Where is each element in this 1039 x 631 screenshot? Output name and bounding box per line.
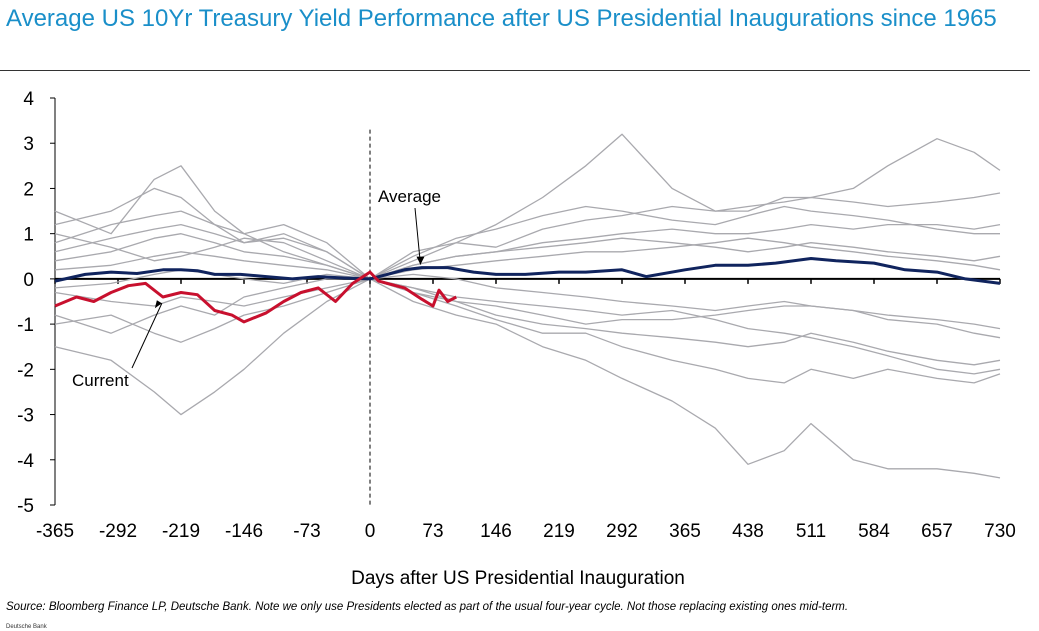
x-tick-label: -73 xyxy=(293,521,320,542)
x-tick-label: 0 xyxy=(365,521,376,542)
footer-brand: Deutsche Bank xyxy=(6,624,47,630)
chart-title: Average US 10Yr Treasury Yield Performan… xyxy=(6,5,997,32)
y-tick-label: 0 xyxy=(23,270,34,291)
individual-path-line xyxy=(54,278,1001,366)
individual-path-line xyxy=(54,192,1001,280)
x-tick-label: 730 xyxy=(984,521,1016,542)
individual-path-line xyxy=(54,187,1001,479)
x-tick-label: 438 xyxy=(732,521,764,542)
x-tick-label: 657 xyxy=(921,521,953,542)
individual-path-line xyxy=(54,205,1000,280)
y-tick-label: 4 xyxy=(23,89,34,110)
individual-path-line xyxy=(54,133,1001,280)
x-axis-label: Days after US Presidential Inauguration xyxy=(351,568,685,589)
x-tick-label: 292 xyxy=(606,521,638,542)
individual-path-line xyxy=(54,223,1001,280)
x-tick-label: -219 xyxy=(162,521,200,542)
y-tick-label: -3 xyxy=(17,406,34,427)
x-tick-label: 511 xyxy=(796,521,826,542)
x-tick-label: -365 xyxy=(36,521,74,542)
current-annotation-label: Current xyxy=(72,371,129,390)
individual-path-line xyxy=(54,278,1001,375)
annotation-layer: Average Current xyxy=(72,187,441,390)
average-series-line xyxy=(54,257,1001,285)
y-tick-label: -4 xyxy=(17,451,34,472)
current-arrowhead xyxy=(154,300,162,309)
series-layer xyxy=(54,257,1001,324)
x-tick-label: 73 xyxy=(422,521,443,542)
y-tick-label: 1 xyxy=(23,225,34,246)
axis-layer: 4 3 2 1 0 -1 -2 -3 -4 -5-365 -292 -219 -146 -73 0 73 146… xyxy=(17,89,1016,542)
average-annotation-label: Average xyxy=(378,187,441,206)
individual-paths-layer xyxy=(54,133,1001,479)
individual-path-line xyxy=(54,278,1001,416)
y-tick-label: 3 xyxy=(23,134,34,155)
current-series-line xyxy=(54,270,457,324)
x-tick-label: 365 xyxy=(669,521,701,542)
current-annotation-arrow xyxy=(131,303,163,369)
average-arrowhead xyxy=(416,256,425,265)
y-tick-label: -5 xyxy=(17,496,34,517)
source-note: Source: Bloomberg Finance LP, Deutsche B… xyxy=(6,601,849,613)
title-divider xyxy=(0,70,1030,71)
y-tick-label: 2 xyxy=(23,179,34,200)
x-tick-label: -146 xyxy=(225,521,263,542)
x-tick-label: 146 xyxy=(480,521,512,542)
individual-path-line xyxy=(54,223,1001,280)
individual-path-line xyxy=(54,237,1001,280)
y-tick-label: -2 xyxy=(17,360,34,381)
y-tick-label: -1 xyxy=(17,315,34,336)
x-tick-label: 219 xyxy=(543,521,575,542)
yield-chart: 4 3 2 1 0 -1 -2 -3 -4 -5-365 -292 -219 -146 -73 0 73 146… xyxy=(17,89,1016,589)
x-tick-label: 584 xyxy=(858,521,890,542)
average-annotation-arrow xyxy=(414,207,421,265)
x-tick-label: -292 xyxy=(99,521,137,542)
